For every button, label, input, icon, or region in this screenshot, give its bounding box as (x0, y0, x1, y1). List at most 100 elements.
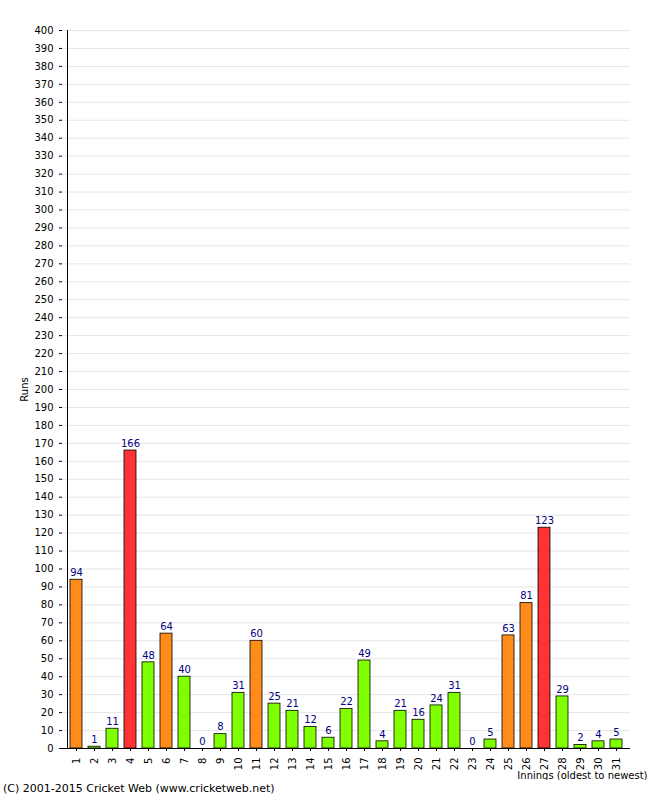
svg-text:130: 130 (34, 509, 53, 520)
svg-text:Runs: Runs (19, 377, 30, 401)
svg-text:3: 3 (107, 758, 118, 764)
svg-text:19: 19 (395, 758, 406, 771)
svg-text:350: 350 (34, 114, 53, 125)
svg-text:60: 60 (41, 635, 54, 646)
svg-text:12: 12 (304, 714, 317, 725)
svg-text:220: 220 (34, 348, 53, 359)
svg-text:8: 8 (197, 758, 208, 764)
svg-text:30: 30 (593, 758, 604, 771)
svg-text:16: 16 (412, 707, 425, 718)
svg-text:4: 4 (125, 758, 136, 764)
svg-text:60: 60 (250, 628, 263, 639)
svg-text:14: 14 (305, 758, 316, 771)
svg-text:5: 5 (613, 727, 619, 738)
svg-text:49: 49 (358, 648, 371, 659)
svg-text:120: 120 (34, 527, 53, 538)
svg-text:50: 50 (41, 653, 54, 664)
svg-text:1: 1 (91, 734, 97, 745)
svg-text:340: 340 (34, 132, 53, 143)
svg-text:64: 64 (160, 621, 173, 632)
svg-text:290: 290 (34, 222, 53, 233)
svg-text:300: 300 (34, 204, 53, 215)
svg-text:27: 27 (539, 758, 550, 771)
svg-text:0: 0 (469, 736, 475, 747)
svg-text:360: 360 (34, 97, 53, 108)
svg-text:24: 24 (485, 758, 496, 771)
svg-text:260: 260 (34, 276, 53, 287)
svg-text:10: 10 (41, 725, 54, 736)
svg-text:21: 21 (286, 698, 299, 709)
svg-text:17: 17 (359, 758, 370, 771)
svg-text:210: 210 (34, 366, 53, 377)
svg-text:81: 81 (520, 590, 533, 601)
svg-text:11: 11 (106, 716, 119, 727)
svg-text:31: 31 (448, 680, 461, 691)
svg-text:21: 21 (431, 758, 442, 771)
svg-text:240: 240 (34, 312, 53, 323)
svg-text:28: 28 (557, 758, 568, 771)
svg-text:29: 29 (575, 758, 586, 771)
svg-text:30: 30 (41, 689, 54, 700)
svg-text:5: 5 (143, 758, 154, 764)
svg-text:6: 6 (161, 758, 172, 764)
svg-text:29: 29 (556, 684, 569, 695)
svg-text:4: 4 (379, 729, 385, 740)
svg-text:23: 23 (467, 758, 478, 771)
svg-text:200: 200 (34, 384, 53, 395)
svg-text:166: 166 (121, 438, 140, 449)
svg-text:400: 400 (34, 25, 53, 36)
svg-text:70: 70 (41, 617, 54, 628)
svg-text:40: 40 (41, 671, 54, 682)
svg-text:123: 123 (535, 515, 554, 526)
svg-text:20: 20 (413, 758, 424, 771)
svg-text:140: 140 (34, 491, 53, 502)
svg-text:8: 8 (217, 721, 223, 732)
svg-text:5: 5 (487, 727, 493, 738)
svg-text:80: 80 (41, 599, 54, 610)
svg-text:90: 90 (41, 581, 54, 592)
svg-text:13: 13 (287, 758, 298, 771)
svg-text:22: 22 (340, 696, 353, 707)
svg-text:2: 2 (577, 732, 583, 743)
svg-text:180: 180 (34, 420, 53, 431)
svg-text:94: 94 (70, 567, 83, 578)
svg-text:280: 280 (34, 240, 53, 251)
svg-text:10: 10 (233, 758, 244, 771)
svg-text:370: 370 (34, 79, 53, 90)
svg-text:24: 24 (430, 693, 443, 704)
svg-text:22: 22 (449, 758, 460, 771)
svg-text:48: 48 (142, 650, 155, 661)
svg-text:4: 4 (595, 729, 601, 740)
svg-text:190: 190 (34, 402, 53, 413)
svg-text:160: 160 (34, 456, 53, 467)
svg-text:15: 15 (323, 758, 334, 771)
svg-text:21: 21 (394, 698, 407, 709)
svg-text:2: 2 (89, 758, 100, 764)
svg-text:320: 320 (34, 168, 53, 179)
svg-text:40: 40 (178, 664, 191, 675)
svg-text:110: 110 (34, 545, 53, 556)
svg-text:1: 1 (71, 758, 82, 764)
svg-text:0: 0 (47, 743, 53, 754)
svg-text:18: 18 (377, 758, 388, 771)
svg-text:150: 150 (34, 473, 53, 484)
svg-text:250: 250 (34, 294, 53, 305)
svg-text:31: 31 (232, 680, 245, 691)
svg-text:16: 16 (341, 758, 352, 771)
svg-text:390: 390 (34, 43, 53, 54)
svg-text:170: 170 (34, 438, 53, 449)
svg-text:270: 270 (34, 258, 53, 269)
svg-text:7: 7 (179, 758, 190, 764)
svg-text:230: 230 (34, 330, 53, 341)
svg-text:11: 11 (251, 758, 262, 771)
svg-text:Innings (oldest to newest): Innings (oldest to newest) (517, 770, 647, 781)
svg-text:9: 9 (215, 758, 226, 764)
svg-text:6: 6 (325, 725, 331, 736)
svg-text:26: 26 (521, 758, 532, 771)
svg-text:310: 310 (34, 186, 53, 197)
svg-text:25: 25 (503, 758, 514, 771)
svg-text:330: 330 (34, 150, 53, 161)
svg-text:12: 12 (269, 758, 280, 771)
svg-text:63: 63 (502, 623, 515, 634)
svg-text:0: 0 (199, 736, 205, 747)
